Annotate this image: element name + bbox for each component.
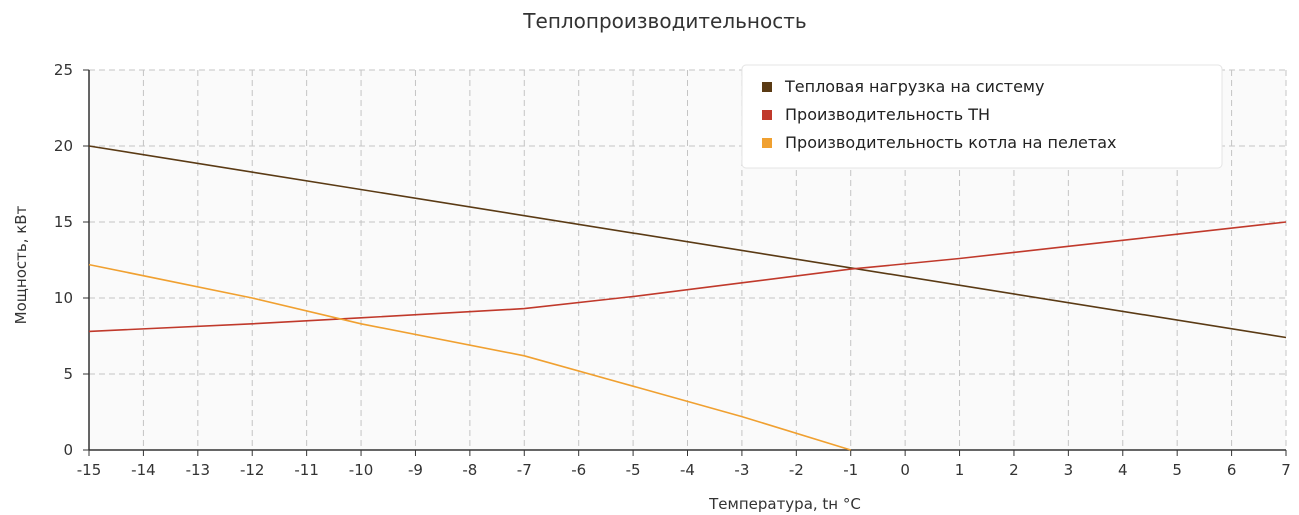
legend-label-2: Производительность котла на пелетах bbox=[785, 133, 1116, 152]
legend: Тепловая нагрузка на систему Производител… bbox=[741, 64, 1223, 169]
x-tick-label: -8 bbox=[462, 461, 477, 479]
legend-swatch-1 bbox=[762, 110, 772, 120]
x-tick-label: 2 bbox=[1009, 461, 1019, 479]
series-line-0 bbox=[88, 145, 1287, 339]
x-tick-label: 5 bbox=[1172, 461, 1182, 479]
x-ticks: -15 -14 -13 -12 -11 -10 -9 -8 -7 -6 -5 -4 -3 -2 -1 0 1 2 3… bbox=[77, 450, 1291, 479]
y-tick-label: 25 bbox=[54, 61, 73, 79]
x-tick-label: -12 bbox=[240, 461, 265, 479]
x-tick-label: -1 bbox=[843, 461, 858, 479]
x-tick-label: -15 bbox=[77, 461, 102, 479]
x-axis-title: Температура, tн °C bbox=[708, 495, 861, 513]
legend-box bbox=[741, 64, 1223, 169]
y-tick-label: 20 bbox=[54, 137, 73, 155]
x-tick-label: -2 bbox=[789, 461, 804, 479]
x-tick-label: -13 bbox=[186, 461, 211, 479]
x-tick-label: -11 bbox=[294, 461, 319, 479]
y-axis-title: Мощность, кВт bbox=[12, 205, 30, 324]
x-tick-label: -3 bbox=[734, 461, 749, 479]
x-tick-label: -10 bbox=[349, 461, 374, 479]
x-tick-label: -5 bbox=[626, 461, 641, 479]
legend-swatch-0 bbox=[762, 82, 772, 92]
chart-title: Теплопроизводительность bbox=[522, 9, 806, 33]
y-ticks: 0 5 10 15 20 25 bbox=[54, 61, 89, 459]
legend-swatch-2 bbox=[762, 138, 772, 148]
series-line-2 bbox=[88, 263, 851, 451]
series-line-1 bbox=[88, 221, 1287, 333]
x-tick-label: 4 bbox=[1118, 461, 1128, 479]
x-tick-label: 7 bbox=[1281, 461, 1291, 479]
x-tick-label: -4 bbox=[680, 461, 695, 479]
x-tick-label: -7 bbox=[517, 461, 532, 479]
x-tick-label: 1 bbox=[955, 461, 965, 479]
x-tick-label: -6 bbox=[571, 461, 586, 479]
x-tick-label: 3 bbox=[1064, 461, 1074, 479]
legend-label-1: Производительность ТН bbox=[785, 105, 990, 124]
series-layer bbox=[88, 145, 1287, 451]
x-tick-label: 0 bbox=[900, 461, 910, 479]
y-tick-label: 5 bbox=[63, 365, 73, 383]
legend-label-0: Тепловая нагрузка на систему bbox=[784, 77, 1044, 96]
y-tick-label: 15 bbox=[54, 213, 73, 231]
x-tick-label: 6 bbox=[1227, 461, 1237, 479]
x-tick-label: -9 bbox=[408, 461, 423, 479]
x-tick-label: -14 bbox=[131, 461, 156, 479]
y-tick-label: 10 bbox=[54, 289, 73, 307]
y-tick-label: 0 bbox=[63, 441, 73, 459]
